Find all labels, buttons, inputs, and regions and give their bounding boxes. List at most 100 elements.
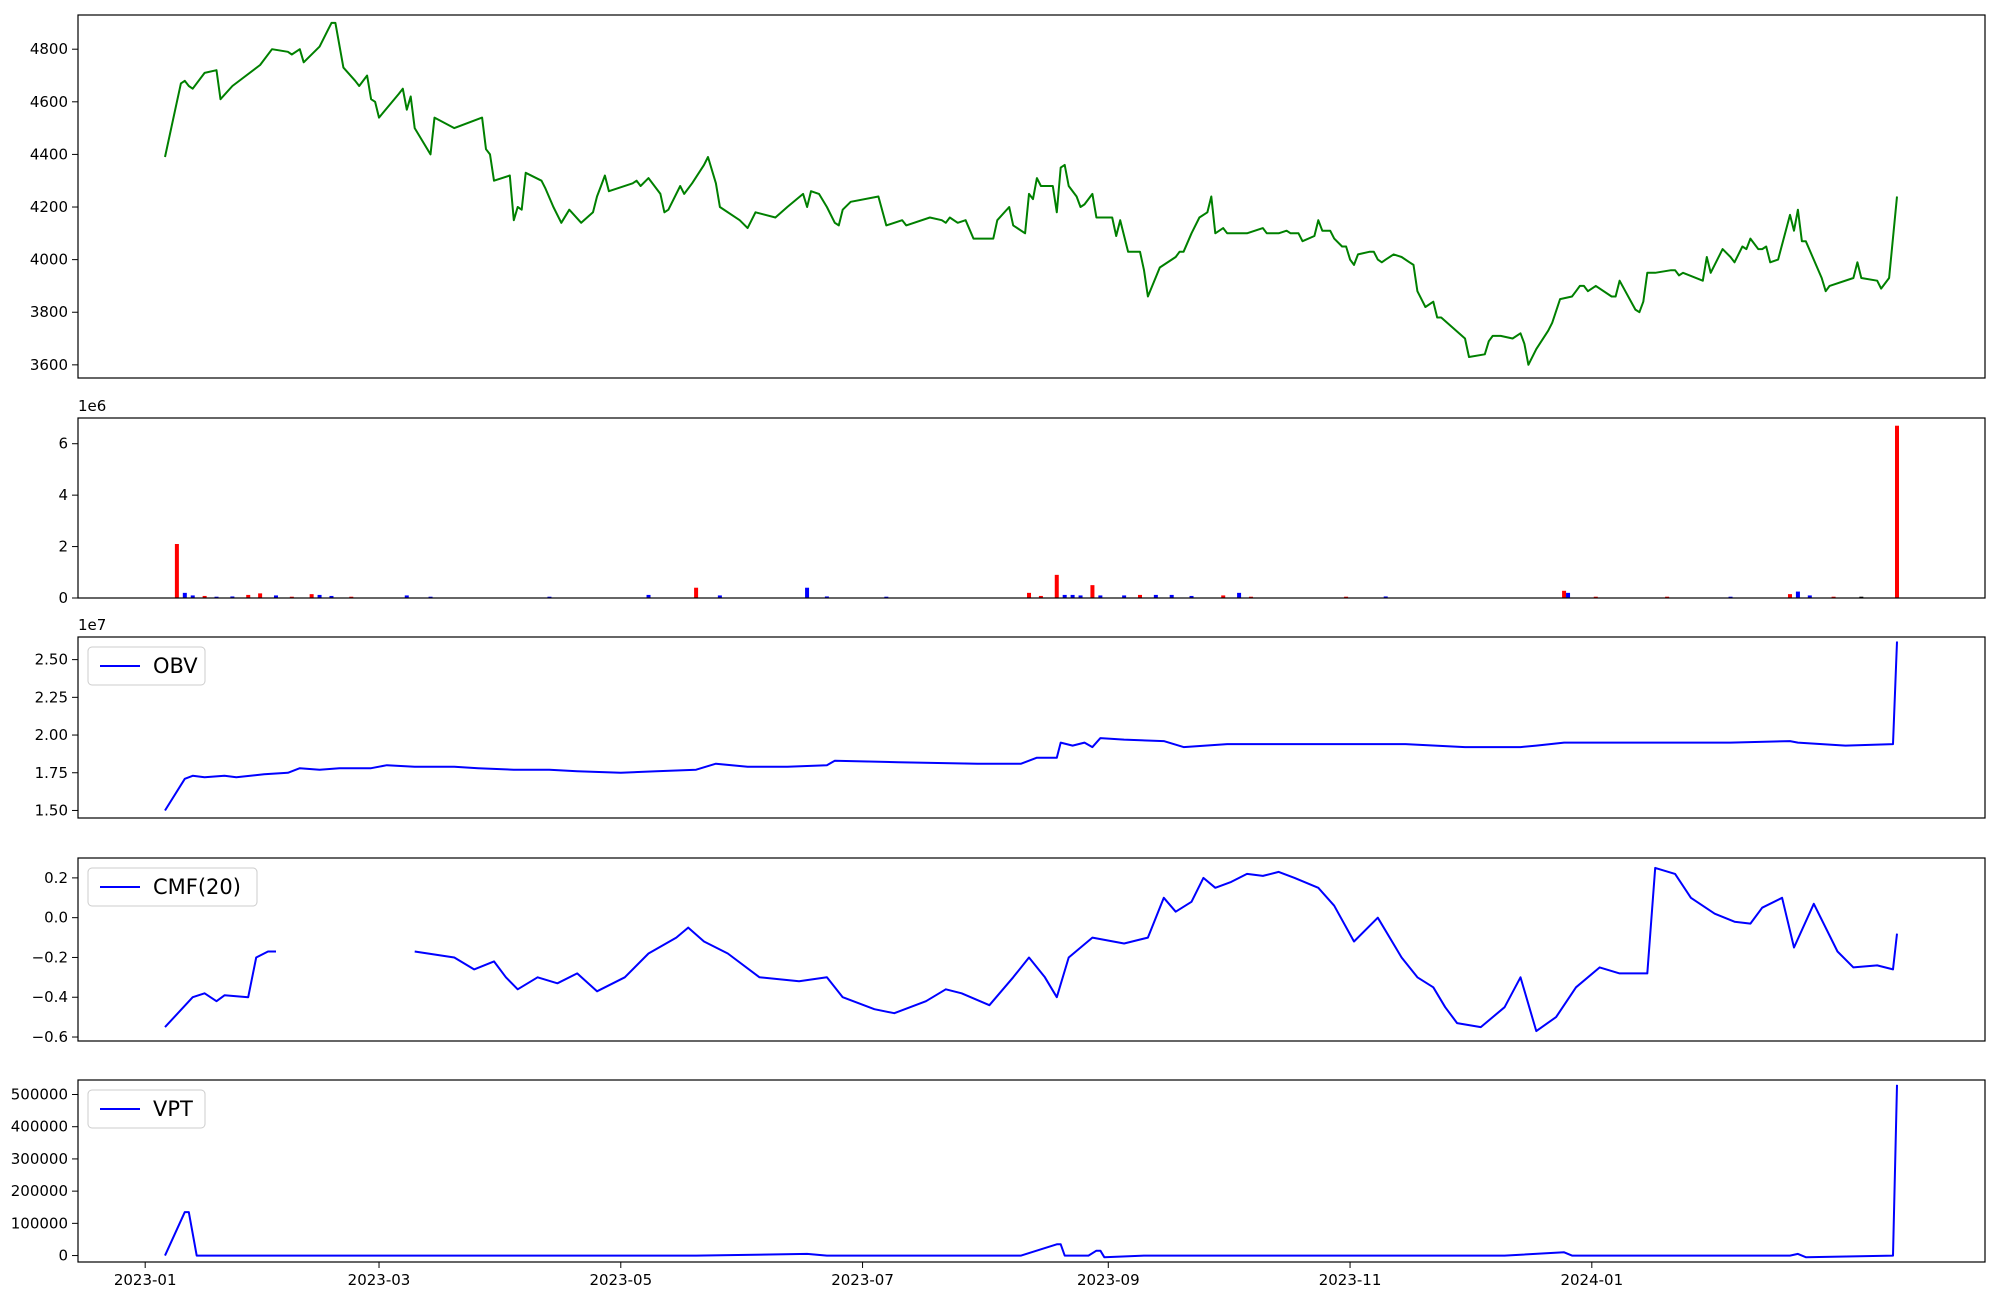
volume-offset-label: 1e6: [78, 397, 106, 415]
volume-bar: [1137, 594, 1142, 598]
price-ytick-label: 3600: [30, 356, 68, 374]
cmf-legend-label: CMF(20): [153, 875, 241, 899]
obv-series-line: [164, 641, 1898, 812]
volume-bar: [1153, 594, 1158, 598]
volume-bar: [824, 596, 829, 598]
volume-bar: [1038, 595, 1043, 598]
volume-bar: [428, 596, 433, 598]
volume-bar: [1062, 594, 1067, 598]
volume-bar: [1221, 595, 1226, 598]
volume-bar: [317, 594, 322, 598]
price-ytick-label: 4400: [30, 145, 68, 163]
price-axes-frame: [77, 14, 1986, 379]
cmf-series-line: [414, 866, 1898, 1033]
volume-ytick-label: 2: [58, 538, 68, 556]
vpt-ytick-label: 0: [58, 1247, 68, 1265]
obv-legend-label: OBV: [153, 654, 198, 678]
volume-bar: [1090, 585, 1095, 598]
volume-bar: [230, 596, 235, 598]
obv-ytick-label: 2.25: [35, 688, 68, 706]
cmf-ytick-label: 0.2: [44, 869, 68, 887]
obv-legend-box: [87, 646, 206, 686]
obv-panel: 1.50 1.75 2.00 2.25 2.50 1e7 OBV: [35, 616, 1986, 819]
price-ytick-label: 4000: [30, 251, 68, 269]
volume-panel: 0 2 4 6 1e6: [58, 397, 1986, 607]
volume-bar: [646, 594, 651, 598]
volume-bar: [1665, 596, 1670, 598]
vpt-ytick-label: 400000: [11, 1118, 68, 1136]
vpt-legend-box: [87, 1089, 206, 1129]
price-ytick-label: 3800: [30, 303, 68, 321]
xtick-label: 2024-01: [1560, 1271, 1623, 1289]
volume-ytick-label: 4: [58, 486, 68, 504]
volume-bar: [547, 596, 552, 598]
obv-offset-label: 1e7: [78, 616, 106, 634]
volume-bar: [1122, 595, 1127, 598]
vpt-panel: 0 100000 200000 300000 400000 500000 2023-01 20…: [11, 1079, 1986, 1289]
volume-bar: [273, 595, 278, 598]
xtick-label: 2023-03: [348, 1271, 411, 1289]
obv-ytick-label: 1.75: [35, 764, 68, 782]
price-ytick-label: 4800: [30, 40, 68, 58]
volume-bar: [1795, 591, 1800, 598]
obv-ytick-label: 2.50: [35, 651, 68, 669]
xtick-label: 2023-05: [589, 1271, 652, 1289]
volume-ytick-label: 6: [58, 435, 68, 453]
volume-bar: [329, 595, 334, 598]
cmf-series-line: [164, 950, 276, 1028]
volume-bar: [1189, 595, 1194, 598]
volume-bar: [694, 587, 699, 598]
volume-bar: [214, 596, 219, 598]
cmf-legend-box: [87, 867, 258, 907]
vpt-ytick-label: 100000: [11, 1214, 68, 1232]
volume-bar: [1383, 596, 1388, 598]
volume-bar: [1728, 596, 1733, 598]
volume-bar: [1895, 425, 1899, 598]
vpt-axes-frame: [77, 1079, 1986, 1263]
vpt-series-line: [164, 1084, 1898, 1259]
volume-bar: [404, 595, 409, 598]
obv-axes-frame: [77, 636, 1986, 819]
cmf-ytick-label: −0.6: [32, 1028, 68, 1046]
volume-bar: [1248, 596, 1253, 598]
volume-bar: [1787, 594, 1792, 598]
volume-bar: [805, 587, 810, 598]
volume-bar: [349, 596, 354, 598]
cmf-ytick-label: 0.0: [44, 909, 68, 927]
volume-bar: [258, 593, 263, 598]
volume-bar: [1078, 595, 1083, 598]
volume-bar: [884, 596, 889, 598]
obv-legend: OBV: [87, 646, 206, 686]
vpt-ytick-label: 200000: [11, 1182, 68, 1200]
volume-axes-frame: [77, 417, 1986, 599]
volume-bar: [1027, 592, 1032, 598]
cmf-ytick-label: −0.4: [32, 988, 68, 1006]
volume-bar: [174, 544, 179, 598]
volume-bar: [1566, 592, 1571, 598]
volume-bar: [1593, 596, 1598, 598]
vpt-ytick-label: 300000: [11, 1150, 68, 1168]
price-series-line: [164, 21, 1898, 366]
volume-bar: [202, 595, 207, 598]
volume-bar: [1070, 594, 1075, 598]
volume-bar: [1859, 596, 1864, 598]
vpt-ytick-label: 500000: [11, 1085, 68, 1103]
volume-bar: [289, 596, 294, 598]
volume-bar: [246, 594, 251, 598]
obv-ytick-label: 2.00: [35, 726, 68, 744]
xtick-label: 2023-01: [114, 1271, 177, 1289]
volume-bar: [1807, 595, 1812, 598]
cmf-legend: CMF(20): [87, 867, 258, 907]
volume-bar: [1344, 596, 1349, 598]
volume-bar: [1562, 590, 1567, 598]
xtick-label: 2023-11: [1319, 1271, 1382, 1289]
xtick-label: 2023-07: [831, 1271, 894, 1289]
volume-bar: [1237, 592, 1242, 598]
volume-bar: [717, 595, 722, 598]
volume-ytick-label: 0: [58, 589, 68, 607]
volume-bar: [309, 594, 314, 598]
volume-bar: [190, 595, 195, 598]
price-ytick-label: 4200: [30, 198, 68, 216]
volume-bar: [1098, 595, 1103, 598]
